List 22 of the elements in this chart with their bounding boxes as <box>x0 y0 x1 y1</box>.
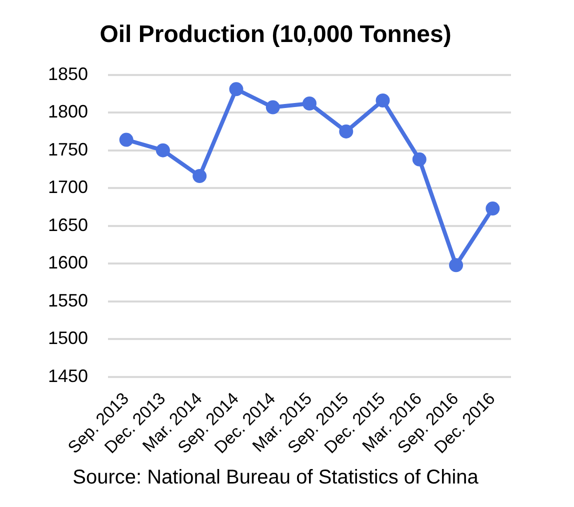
point <box>192 169 207 184</box>
point <box>119 132 134 147</box>
y-tick-label: 1800 <box>48 102 88 122</box>
y-tick-label: 1500 <box>48 328 88 348</box>
point <box>266 100 280 114</box>
y-tick-label: 1450 <box>48 366 88 386</box>
point <box>486 202 500 216</box>
y-tick-label: 1750 <box>48 139 88 160</box>
point <box>339 124 354 138</box>
y-tick-label: 1700 <box>48 177 88 198</box>
y-tick-label: 1650 <box>48 214 88 235</box>
point <box>229 82 244 96</box>
point <box>156 143 170 158</box>
y-tick-label: 1850 <box>48 64 88 84</box>
point <box>449 258 464 272</box>
y-tick-label: 1550 <box>48 290 88 310</box>
chart-title: Oil Production (10,000 Tonnes) <box>100 21 452 48</box>
source-note: Source: National Bureau of Statistics of China <box>72 466 480 489</box>
point <box>376 93 390 108</box>
point <box>302 96 316 111</box>
point <box>412 152 426 166</box>
y-tick-label: 1600 <box>48 252 88 273</box>
